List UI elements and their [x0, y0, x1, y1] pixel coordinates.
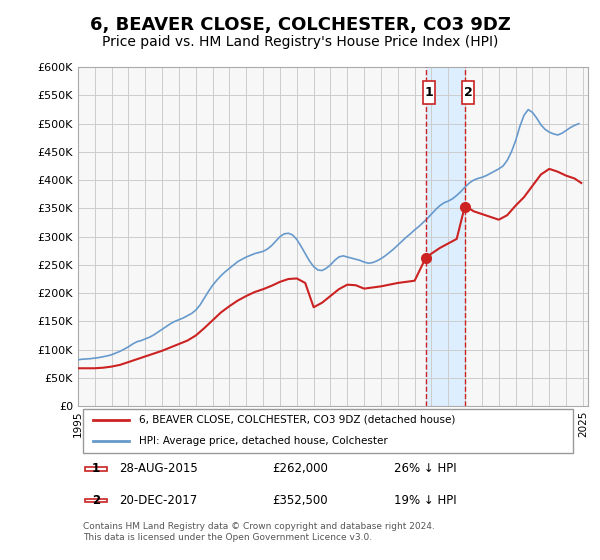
Text: 6, BEAVER CLOSE, COLCHESTER, CO3 9DZ: 6, BEAVER CLOSE, COLCHESTER, CO3 9DZ [89, 16, 511, 34]
Text: 20-DEC-2017: 20-DEC-2017 [119, 493, 197, 507]
FancyBboxPatch shape [85, 468, 107, 470]
Text: £262,000: £262,000 [272, 463, 328, 475]
Text: 2: 2 [92, 494, 100, 507]
Text: 1: 1 [425, 86, 433, 99]
FancyBboxPatch shape [83, 409, 573, 452]
Text: £352,500: £352,500 [272, 493, 328, 507]
FancyBboxPatch shape [423, 81, 435, 104]
Text: Price paid vs. HM Land Registry's House Price Index (HPI): Price paid vs. HM Land Registry's House … [102, 35, 498, 49]
Text: 28-AUG-2015: 28-AUG-2015 [119, 463, 197, 475]
Text: Contains HM Land Registry data © Crown copyright and database right 2024.
This d: Contains HM Land Registry data © Crown c… [83, 522, 435, 542]
Text: 26% ↓ HPI: 26% ↓ HPI [394, 463, 457, 475]
Text: 1: 1 [92, 463, 100, 475]
Text: HPI: Average price, detached house, Colchester: HPI: Average price, detached house, Colc… [139, 436, 388, 446]
FancyBboxPatch shape [462, 81, 474, 104]
Bar [425, 67, 464, 406]
Text: 19% ↓ HPI: 19% ↓ HPI [394, 493, 457, 507]
Text: 2: 2 [464, 86, 472, 99]
Text: 6, BEAVER CLOSE, COLCHESTER, CO3 9DZ (detached house): 6, BEAVER CLOSE, COLCHESTER, CO3 9DZ (de… [139, 415, 455, 425]
FancyBboxPatch shape [85, 498, 107, 502]
